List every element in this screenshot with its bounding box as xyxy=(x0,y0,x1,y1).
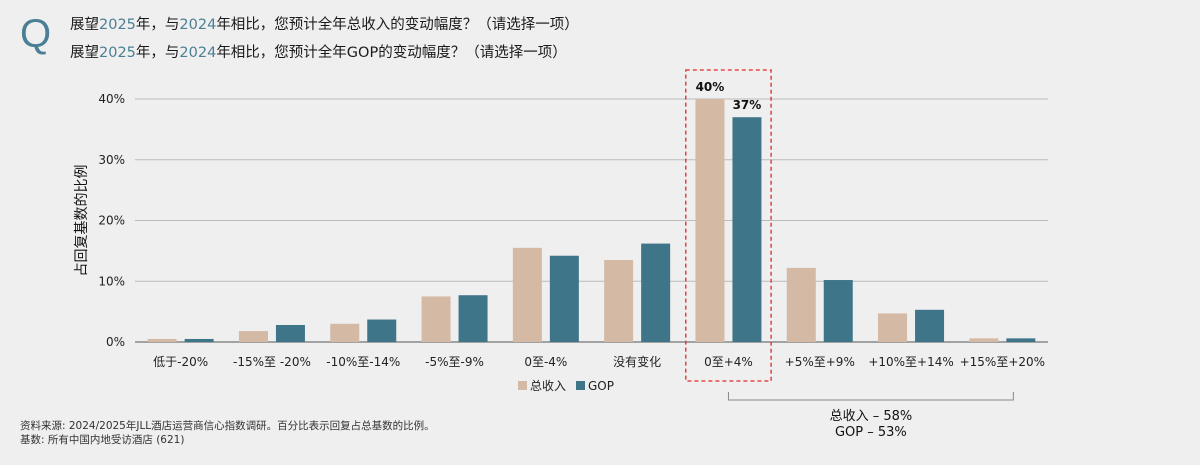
bar-revenue xyxy=(786,267,816,342)
bar-gop xyxy=(275,324,305,342)
data-label: 40% xyxy=(696,80,725,94)
bar-gop xyxy=(367,319,397,342)
q2-part2: 年，与 xyxy=(135,45,180,61)
question-line-1: 展望2025年，与2024年相比，您预计全年总收入的变动幅度？（请选择一项） xyxy=(70,17,579,34)
q2-part1: 展望 xyxy=(70,45,99,61)
highlight-box xyxy=(685,69,772,382)
x-tick-label: +5%至+9% xyxy=(785,355,855,369)
q2-year-1: 2025 xyxy=(99,45,136,61)
bar-revenue xyxy=(512,247,542,342)
data-label: 37% xyxy=(733,98,762,112)
y-tick-label: 0% xyxy=(106,335,125,349)
bar-gop xyxy=(732,117,762,342)
q1-part1: 展望 xyxy=(70,17,99,33)
bar-revenue xyxy=(330,323,360,342)
x-tick-label: 0至-4% xyxy=(524,355,567,369)
q1-year-1: 2025 xyxy=(99,17,136,33)
footnote-base: 基数: 所有中国内地受访酒店 (621) xyxy=(20,434,185,446)
bar-gop xyxy=(641,243,671,342)
bar-revenue xyxy=(238,331,268,342)
legend-swatch xyxy=(576,381,585,390)
bar-revenue xyxy=(878,313,908,342)
footnote-source: 资料来源: 2024/2025年JLL酒店运营商信心指数调研。百分比表示回复占总… xyxy=(20,420,435,432)
question-line-2: 展望2025年，与2024年相比，您预计全年GOP的变动幅度？（请选择一项） xyxy=(70,45,567,62)
y-tick-label: 40% xyxy=(98,92,125,106)
bar-gop xyxy=(1006,338,1036,342)
bar-gop xyxy=(915,309,945,342)
bracket-line xyxy=(727,392,1014,401)
bar-gop xyxy=(823,280,853,342)
y-tick-label: 20% xyxy=(98,214,125,228)
x-tick-label: -10%至-14% xyxy=(326,355,400,369)
y-tick-label: 10% xyxy=(98,274,125,288)
x-tick-label: -15%至 -20% xyxy=(233,355,311,369)
bar-revenue xyxy=(969,338,999,342)
x-tick-label: 低于-20% xyxy=(153,355,208,369)
bracket-label: GOP – 53% xyxy=(835,425,907,440)
q2-part3: 年相比，您预计全年GOP的变动幅度？（请选择一项） xyxy=(216,45,567,61)
y-axis-label: 占回复基数的比例 xyxy=(73,165,90,277)
bar-gop xyxy=(458,295,488,342)
y-tick-label: 30% xyxy=(98,153,125,167)
bar-gop xyxy=(549,255,579,342)
legend-swatch xyxy=(518,381,527,390)
x-tick-label: -5%至-9% xyxy=(425,355,484,369)
q1-year-2: 2024 xyxy=(179,17,217,33)
x-tick-label: 没有变化 xyxy=(613,354,661,369)
x-tick-label: 0至+4% xyxy=(704,355,753,369)
bar-revenue xyxy=(695,99,725,342)
q1-part2: 年，与 xyxy=(135,17,180,33)
bar-revenue xyxy=(421,296,451,342)
x-tick-label: +10%至+14% xyxy=(868,355,953,369)
bar-revenue xyxy=(147,338,177,342)
bar-gop xyxy=(184,338,214,342)
q1-part3: 年相比，您预计全年总收入的变动幅度？（请选择一项） xyxy=(216,17,579,33)
legend-label: 总收入 xyxy=(530,379,566,393)
x-tick-label: +15%至+20% xyxy=(960,355,1045,369)
bracket-label: 总收入 – 58% xyxy=(830,409,913,424)
q2-year-2: 2024 xyxy=(179,45,217,61)
bar-revenue xyxy=(604,259,634,342)
legend-label: GOP xyxy=(588,379,614,393)
q-mark: Q xyxy=(20,12,52,56)
